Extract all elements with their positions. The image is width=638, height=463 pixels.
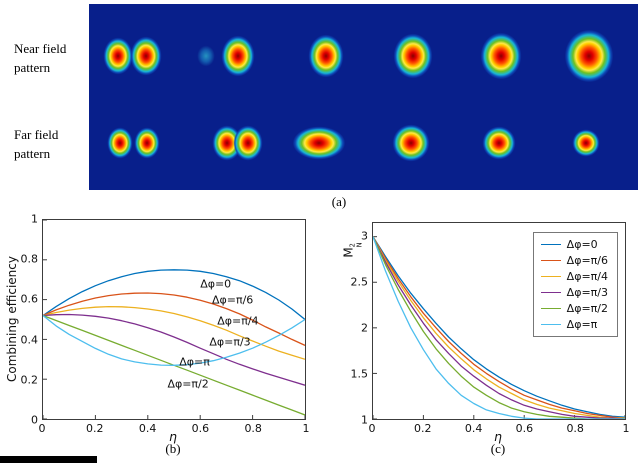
legend-label: Δφ=π/6 — [566, 254, 608, 267]
curve-Δφ=π/6 — [373, 236, 625, 419]
x-tick-label: 0.8 — [244, 422, 262, 435]
panel-b-y-axis-label: Combining efficiency — [5, 256, 19, 382]
y-tick-label: 0.4 — [20, 333, 39, 347]
panel-b-y-ticks: 0 0.2 0.4 0.6 0.8 1 — [12, 213, 39, 427]
x-tick-label: 0 — [368, 422, 376, 435]
legend-line-swatch — [540, 324, 561, 325]
x-tick-label: 0.2 — [414, 422, 432, 435]
panel-c-x-ticks: 0 0.2 0.4 0.6 0.8 1 — [368, 422, 630, 436]
x-tick-label: 1 — [622, 422, 630, 435]
near-field-spot — [130, 36, 162, 76]
legend-item: Δφ=0 — [540, 238, 608, 251]
y-tick-label: 0.2 — [20, 373, 39, 387]
near-field-spot — [480, 32, 522, 80]
curve-Δφ=π — [43, 314, 305, 366]
curve-Δφ=0 — [373, 236, 625, 418]
legend-line-swatch — [540, 260, 561, 261]
legend-line-swatch — [540, 244, 561, 245]
legend-item: Δφ=π — [540, 318, 608, 331]
legend-label: Δφ=0 — [566, 238, 598, 251]
panel-c-x-axis-label: η — [494, 429, 502, 444]
curve-Δφ=π/6 — [43, 292, 305, 346]
y-tick-label: 1 — [361, 413, 368, 427]
far-field-spot — [482, 126, 516, 160]
curve-Δφ=0 — [43, 269, 305, 321]
x-tick-label: 0 — [38, 422, 46, 435]
panel-b-x-axis-label: η — [169, 429, 177, 444]
y-tick-label: 2.5 — [350, 275, 369, 289]
caption-b: (b) — [165, 441, 181, 456]
bottom-left-black-bar — [0, 456, 97, 463]
m-squared-subscript: N — [355, 242, 363, 248]
legend-label: Δφ=π — [566, 318, 598, 331]
panel-a-heatmap — [89, 4, 638, 190]
y-tick-label: 2 — [361, 321, 368, 335]
curve-Δφ=π/3 — [373, 236, 625, 419]
legend-item: Δφ=π/3 — [540, 286, 608, 299]
panel-b-plot: Δφ=0 Δφ=π/6 Δφ=π/4 Δφ=π/3 Δφ=π Δφ=π/2 — [42, 219, 306, 420]
y-tick-label: 0 — [31, 413, 38, 427]
panel-c-plot: Δφ=0 Δφ=π/6 Δφ=π/4 Δφ=π/3 Δφ=π/2 Δφ=π — [372, 222, 626, 420]
y-tick-label: 0.8 — [20, 252, 39, 266]
legend-line-swatch — [540, 292, 561, 293]
legend-label: Δφ=π/3 — [566, 286, 608, 299]
legend-item: Δφ=π/2 — [540, 302, 608, 315]
x-tick-label: 0.8 — [566, 422, 584, 435]
y-tick-label: 1.5 — [350, 367, 369, 381]
far-field-spot — [107, 127, 133, 159]
x-tick-label: 1 — [302, 422, 310, 435]
x-tick-label: 0.4 — [464, 422, 483, 435]
far-field-spot — [572, 129, 600, 157]
legend-label: Δφ=π/4 — [566, 270, 608, 283]
legend-label: Δφ=π/2 — [566, 302, 608, 315]
near-field-spot — [221, 35, 255, 77]
y-tick-label: 1 — [31, 212, 38, 226]
near-field-pattern-label: Near field pattern — [14, 41, 67, 75]
m-squared-symbol: M — [341, 247, 356, 258]
panel-c-y-ticks: 1 1.5 2 2.5 3 — [342, 222, 369, 426]
curve-Δφ=π/3 — [43, 313, 305, 386]
caption-c: (c) — [490, 441, 506, 456]
panel-c-legend: Δφ=0 Δφ=π/6 Δφ=π/4 Δφ=π/3 Δφ=π/2 Δφ=π — [532, 232, 618, 337]
far-field-spot — [292, 126, 346, 160]
panel-b-curves — [43, 220, 305, 419]
legend-line-swatch — [540, 276, 561, 277]
curve-Δφ=π/4 — [373, 236, 625, 419]
x-tick-label: 0.2 — [86, 422, 104, 435]
far-field-spot — [233, 125, 263, 161]
near-field-spot — [564, 29, 614, 83]
legend-line-swatch — [540, 308, 561, 309]
far-field-spot — [392, 124, 430, 162]
x-tick-label: 0.6 — [191, 422, 210, 435]
near-field-spot — [195, 43, 217, 69]
y-tick-label: 0.6 — [20, 292, 39, 306]
x-tick-label: 0.4 — [138, 422, 157, 435]
caption-a: (a) — [331, 194, 347, 209]
panel-b-x-ticks: 0 0.2 0.4 0.6 0.8 1 — [38, 422, 310, 436]
near-field-spot — [393, 33, 433, 79]
near-field-spot — [103, 37, 133, 75]
panel-c-curves — [373, 236, 625, 419]
x-tick-label: 0.6 — [515, 422, 534, 435]
curve-Δφ=π — [373, 236, 625, 419]
far-field-pattern-label: Far field pattern — [14, 127, 59, 161]
near-field-spot — [308, 34, 344, 78]
far-field-spot — [134, 127, 160, 159]
legend-item: Δφ=π/4 — [540, 270, 608, 283]
y-tick-label: 3 — [361, 229, 368, 243]
legend-item: Δφ=π/6 — [540, 254, 608, 267]
